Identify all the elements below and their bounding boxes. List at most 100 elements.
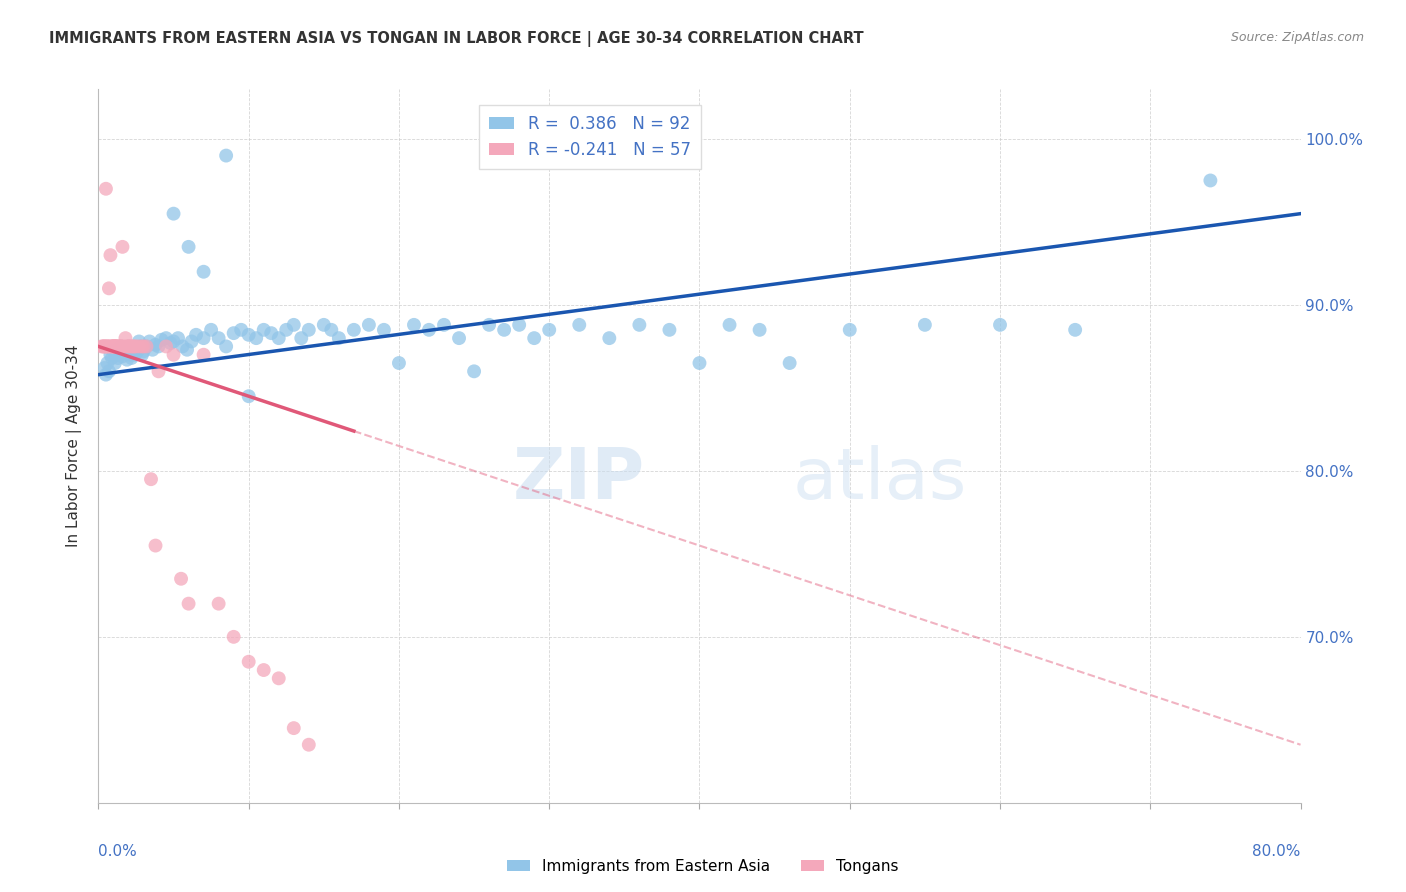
Point [184, 327, 207, 342]
Point [193, 265, 215, 279]
Point [118, 348, 141, 362]
Text: ZIP: ZIP [513, 445, 645, 514]
Point [114, 343, 136, 357]
Point [107, 339, 129, 353]
Point [463, 364, 485, 378]
Point [132, 339, 155, 353]
Text: IMMIGRANTS FROM EASTERN ASIA VS TONGAN IN LABOR FORCE | AGE 30-34 CORRELATION CH: IMMIGRANTS FROM EASTERN ASIA VS TONGAN I… [49, 31, 863, 47]
Point [104, 339, 127, 353]
Point [180, 334, 202, 349]
Point [112, 346, 135, 360]
Point [155, 339, 177, 353]
Point [418, 323, 440, 337]
Point [105, 339, 128, 353]
Point [238, 389, 260, 403]
Point [104, 339, 127, 353]
Point [568, 318, 591, 332]
Legend: R =  0.386   N = 92, R = -0.241   N = 57: R = 0.386 N = 92, R = -0.241 N = 57 [479, 104, 700, 169]
Point [127, 344, 149, 359]
Point [177, 240, 200, 254]
Point [115, 339, 138, 353]
Point [139, 472, 162, 486]
Point [433, 318, 456, 332]
Point [145, 338, 167, 352]
Point [121, 339, 143, 353]
Point [298, 738, 321, 752]
Point [97, 339, 120, 353]
Point [105, 339, 128, 353]
Point [111, 350, 134, 364]
Point [108, 343, 131, 357]
Point [100, 339, 122, 353]
Point [125, 341, 148, 355]
Point [117, 339, 139, 353]
Point [176, 343, 198, 357]
Point [121, 351, 143, 365]
Point [148, 339, 170, 353]
Point [114, 331, 136, 345]
Point [124, 348, 146, 362]
Point [98, 339, 121, 353]
Point [177, 597, 200, 611]
Point [388, 356, 411, 370]
Point [215, 339, 238, 353]
Legend: Immigrants from Eastern Asia, Tongans: Immigrants from Eastern Asia, Tongans [501, 853, 905, 880]
Point [97, 281, 120, 295]
Point [129, 339, 152, 353]
Point [253, 323, 276, 337]
Point [373, 323, 395, 337]
Point [103, 339, 125, 353]
Point [779, 356, 801, 370]
Point [838, 323, 860, 337]
Point [162, 334, 184, 349]
Point [290, 331, 312, 345]
Point [1199, 173, 1222, 187]
Point [117, 339, 139, 353]
Point [357, 318, 380, 332]
Point [170, 572, 193, 586]
Point [97, 364, 120, 378]
Point [508, 318, 530, 332]
Point [658, 323, 681, 337]
Point [110, 339, 132, 353]
Point [598, 331, 620, 345]
Point [138, 334, 160, 349]
Point [101, 351, 124, 365]
Point [132, 344, 155, 359]
Point [122, 344, 145, 359]
Point [100, 248, 122, 262]
Point [321, 323, 343, 337]
Point [628, 318, 651, 332]
Point [125, 339, 148, 353]
Point [94, 339, 117, 353]
Text: 0.0%: 0.0% [98, 845, 138, 859]
Point [118, 339, 141, 353]
Point [128, 339, 150, 353]
Point [96, 339, 118, 353]
Point [94, 368, 117, 382]
Text: 80.0%: 80.0% [1253, 845, 1301, 859]
Point [103, 339, 125, 353]
Point [328, 331, 350, 345]
Y-axis label: In Labor Force | Age 30-34: In Labor Force | Age 30-34 [66, 344, 83, 548]
Point [110, 339, 132, 353]
Point [276, 323, 298, 337]
Point [128, 334, 150, 349]
Point [93, 339, 115, 353]
Point [718, 318, 741, 332]
Point [115, 352, 138, 367]
Point [402, 318, 425, 332]
Point [91, 339, 114, 353]
Point [208, 331, 231, 345]
Point [148, 364, 170, 378]
Point [110, 339, 132, 353]
Point [155, 331, 177, 345]
Point [283, 318, 305, 332]
Point [124, 339, 146, 353]
Point [150, 333, 173, 347]
Point [267, 671, 290, 685]
Point [283, 721, 305, 735]
Point [193, 331, 215, 345]
Point [162, 348, 184, 362]
Point [167, 331, 190, 345]
